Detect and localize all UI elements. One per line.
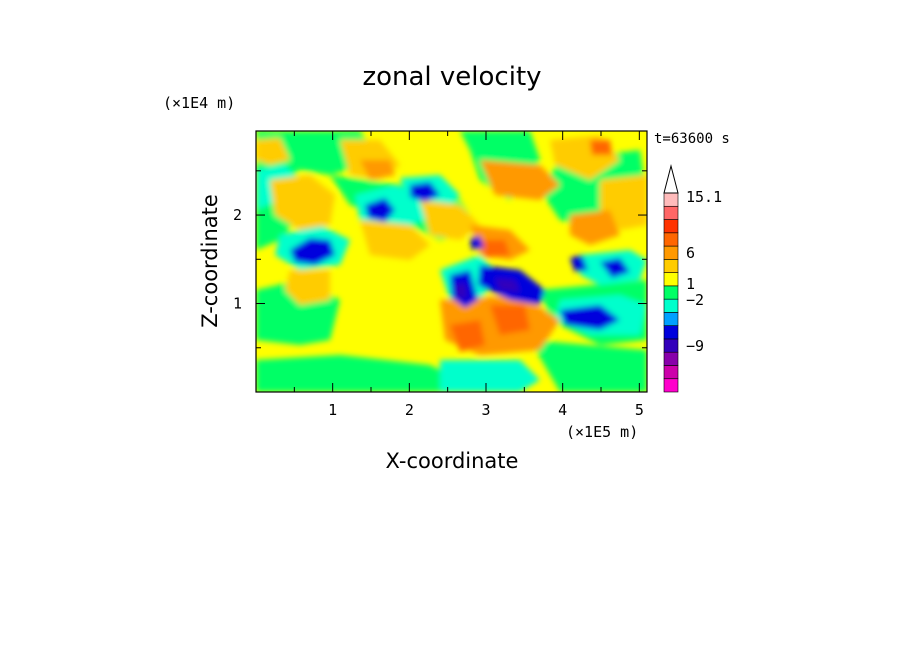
x-tick-label: 4: [558, 401, 567, 419]
plot-frame: [255, 130, 648, 393]
colorbar-swatch: [663, 192, 679, 207]
colorbar-swatch: [663, 298, 679, 313]
y-tick-label: 1: [233, 295, 242, 313]
field-region: [290, 238, 335, 265]
field-region: [450, 320, 485, 352]
field-region: [256, 138, 290, 165]
colorbar-swatch: [663, 365, 679, 380]
field-region: [570, 210, 620, 245]
colorbar-swatch: [663, 338, 679, 353]
colorbar-label: 1: [686, 275, 695, 293]
field-region: [570, 255, 588, 272]
colorbar-swatch: [663, 219, 679, 234]
colorbar-swatch: [663, 285, 679, 300]
colorbar-swatch: [663, 205, 679, 220]
y-axis: 12: [233, 170, 647, 349]
colorbar-swatch: [663, 351, 679, 366]
x-tick-label: 1: [328, 401, 337, 419]
colorbar-swatch: [663, 312, 679, 326]
colorbar-label: −2: [686, 291, 704, 309]
colorbar-swatch: [663, 245, 679, 260]
field-region: [440, 360, 540, 392]
colorbar-swatch: [663, 259, 679, 273]
field-region: [420, 200, 480, 240]
field-region: [470, 236, 484, 250]
time-label: t=63600 s: [654, 131, 730, 147]
field-region: [560, 305, 620, 330]
colorbar: [663, 164, 679, 393]
field-region: [410, 182, 440, 202]
field-region: [256, 355, 460, 392]
y-tick-label: 2: [233, 206, 242, 224]
field-region: [590, 140, 612, 155]
colorbar-swatch: [663, 272, 679, 287]
colorbar-label: 15.1: [686, 188, 722, 206]
x-tick-label: 5: [635, 401, 644, 419]
colorbar-label: 6: [686, 244, 695, 262]
colorbar-swatch: [663, 325, 679, 340]
contour-field: [256, 131, 647, 392]
field-region: [285, 270, 330, 305]
field-region: [360, 220, 430, 260]
colorbar-label: −9: [686, 337, 704, 355]
field-region: [490, 305, 530, 335]
colorbar-swatch: [663, 232, 679, 247]
x-tick-label: 2: [405, 401, 414, 419]
x-unit-label: (×1E5 m): [566, 423, 638, 441]
field-region: [530, 340, 647, 392]
colorbar-labels: 15.1 6 1−2 −9: [686, 188, 722, 355]
plot-area: [256, 131, 647, 392]
field-region: [455, 283, 467, 298]
x-axis-title: X-coordinate: [386, 449, 519, 473]
field-region: [480, 160, 560, 200]
y-axis-title: Z-coordinate: [198, 194, 222, 328]
field-region: [495, 278, 520, 292]
chart-title: zonal velocity: [362, 62, 541, 92]
x-tick-label: 3: [481, 401, 490, 419]
field-region: [480, 240, 510, 258]
colorbar-swatch: [663, 378, 679, 393]
field-region: [365, 198, 395, 222]
field-region: [600, 258, 630, 278]
field-region: [360, 160, 395, 180]
y-unit-label: (×1E4 m): [163, 94, 235, 112]
field-region: [270, 175, 335, 230]
colorbar-arrow: [663, 164, 679, 194]
x-axis: 1 2 3 4 5: [293, 131, 644, 419]
